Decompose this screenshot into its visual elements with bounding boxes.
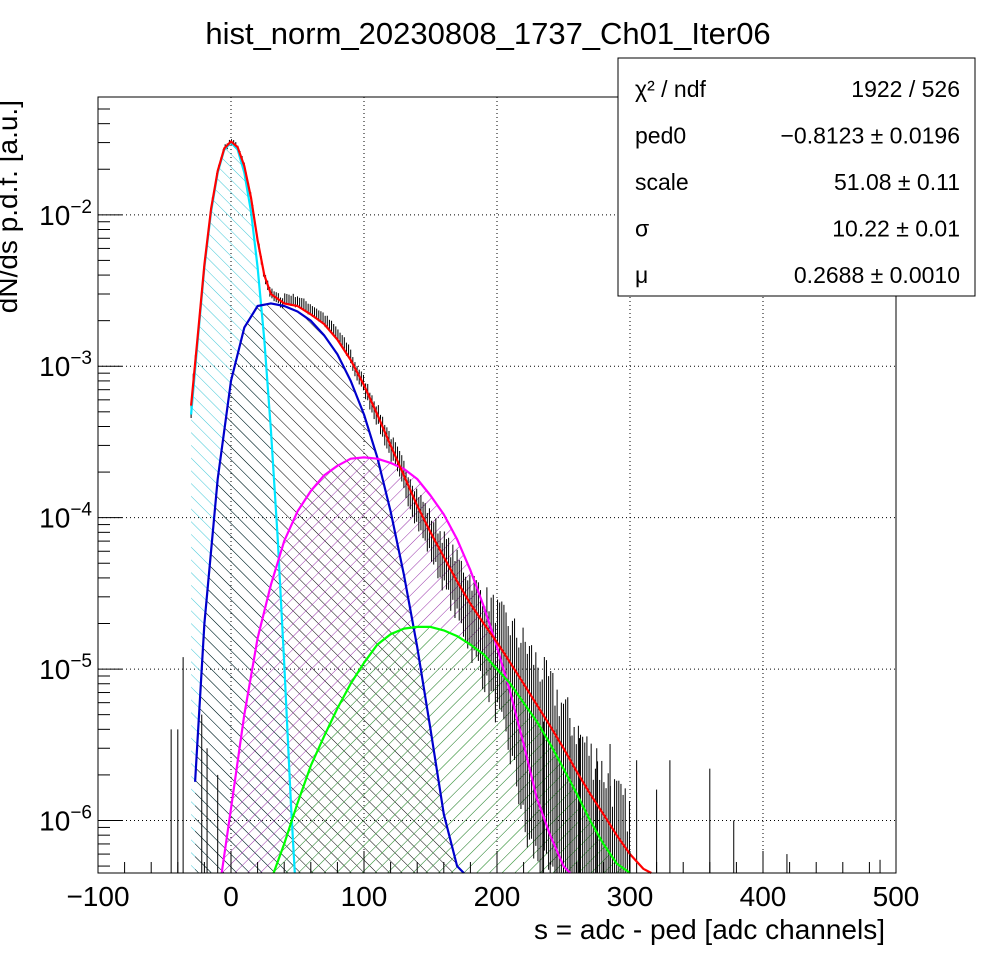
x-tick-label: 500 <box>873 881 920 912</box>
fit-stat-label: χ² / ndf <box>635 76 706 102</box>
axis-ticks <box>97 108 897 873</box>
y-tick-label: 10−2 <box>39 197 92 231</box>
tick-labels: −100 0 100 200 300 400 500 10−6 10−5 10−4 10−3 10−2 <box>39 197 919 912</box>
fit-stat-value: 51.08 ± 0.11 <box>834 169 960 195</box>
fit-curves <box>190 140 652 874</box>
fit-stat-value: 0.2688 ± 0.0010 <box>794 262 960 288</box>
fit-curve-1 <box>194 302 465 874</box>
fit-curve-3 <box>272 625 631 874</box>
x-tick-label: 200 <box>474 881 521 912</box>
x-tick-label: −100 <box>66 881 129 912</box>
fit-stat-label: μ <box>635 262 648 288</box>
y-axis-label: dN/ds p.d.f. [a.u.] <box>0 100 23 313</box>
y-tick-label: 10−6 <box>39 802 92 836</box>
fit-stat-value: 10.22 ± 0.01 <box>832 216 960 242</box>
fit-stat-label: σ <box>635 216 649 242</box>
y-tick-label: 10−4 <box>39 500 92 534</box>
x-axis-label: s = adc - ped [adc channels] <box>534 914 885 945</box>
fit-statistics-box: χ² / ndf 1922 / 526 ped0 −0.8123 ± 0.0196 sc… <box>617 57 976 297</box>
y-tick-label: 10−5 <box>39 651 92 685</box>
x-tick-label: 0 <box>223 881 239 912</box>
x-tick-label: 100 <box>341 881 388 912</box>
fit-curve-4 <box>190 140 652 874</box>
y-tick-label: 10−3 <box>39 348 92 382</box>
fit-stat-label: scale <box>635 169 689 195</box>
fit-stat-value: −0.8123 ± 0.0196 <box>780 123 960 149</box>
data-points <box>170 139 881 873</box>
x-tick-label: 300 <box>607 881 654 912</box>
x-tick-label: 400 <box>740 881 787 912</box>
chart-title: hist_norm_20230808_1737_Ch01_Iter06 <box>205 16 770 51</box>
fit-stat-label: ped0 <box>635 123 686 149</box>
fit-curve-2 <box>220 456 571 874</box>
fit-stat-value: 1922 / 526 <box>851 76 960 102</box>
